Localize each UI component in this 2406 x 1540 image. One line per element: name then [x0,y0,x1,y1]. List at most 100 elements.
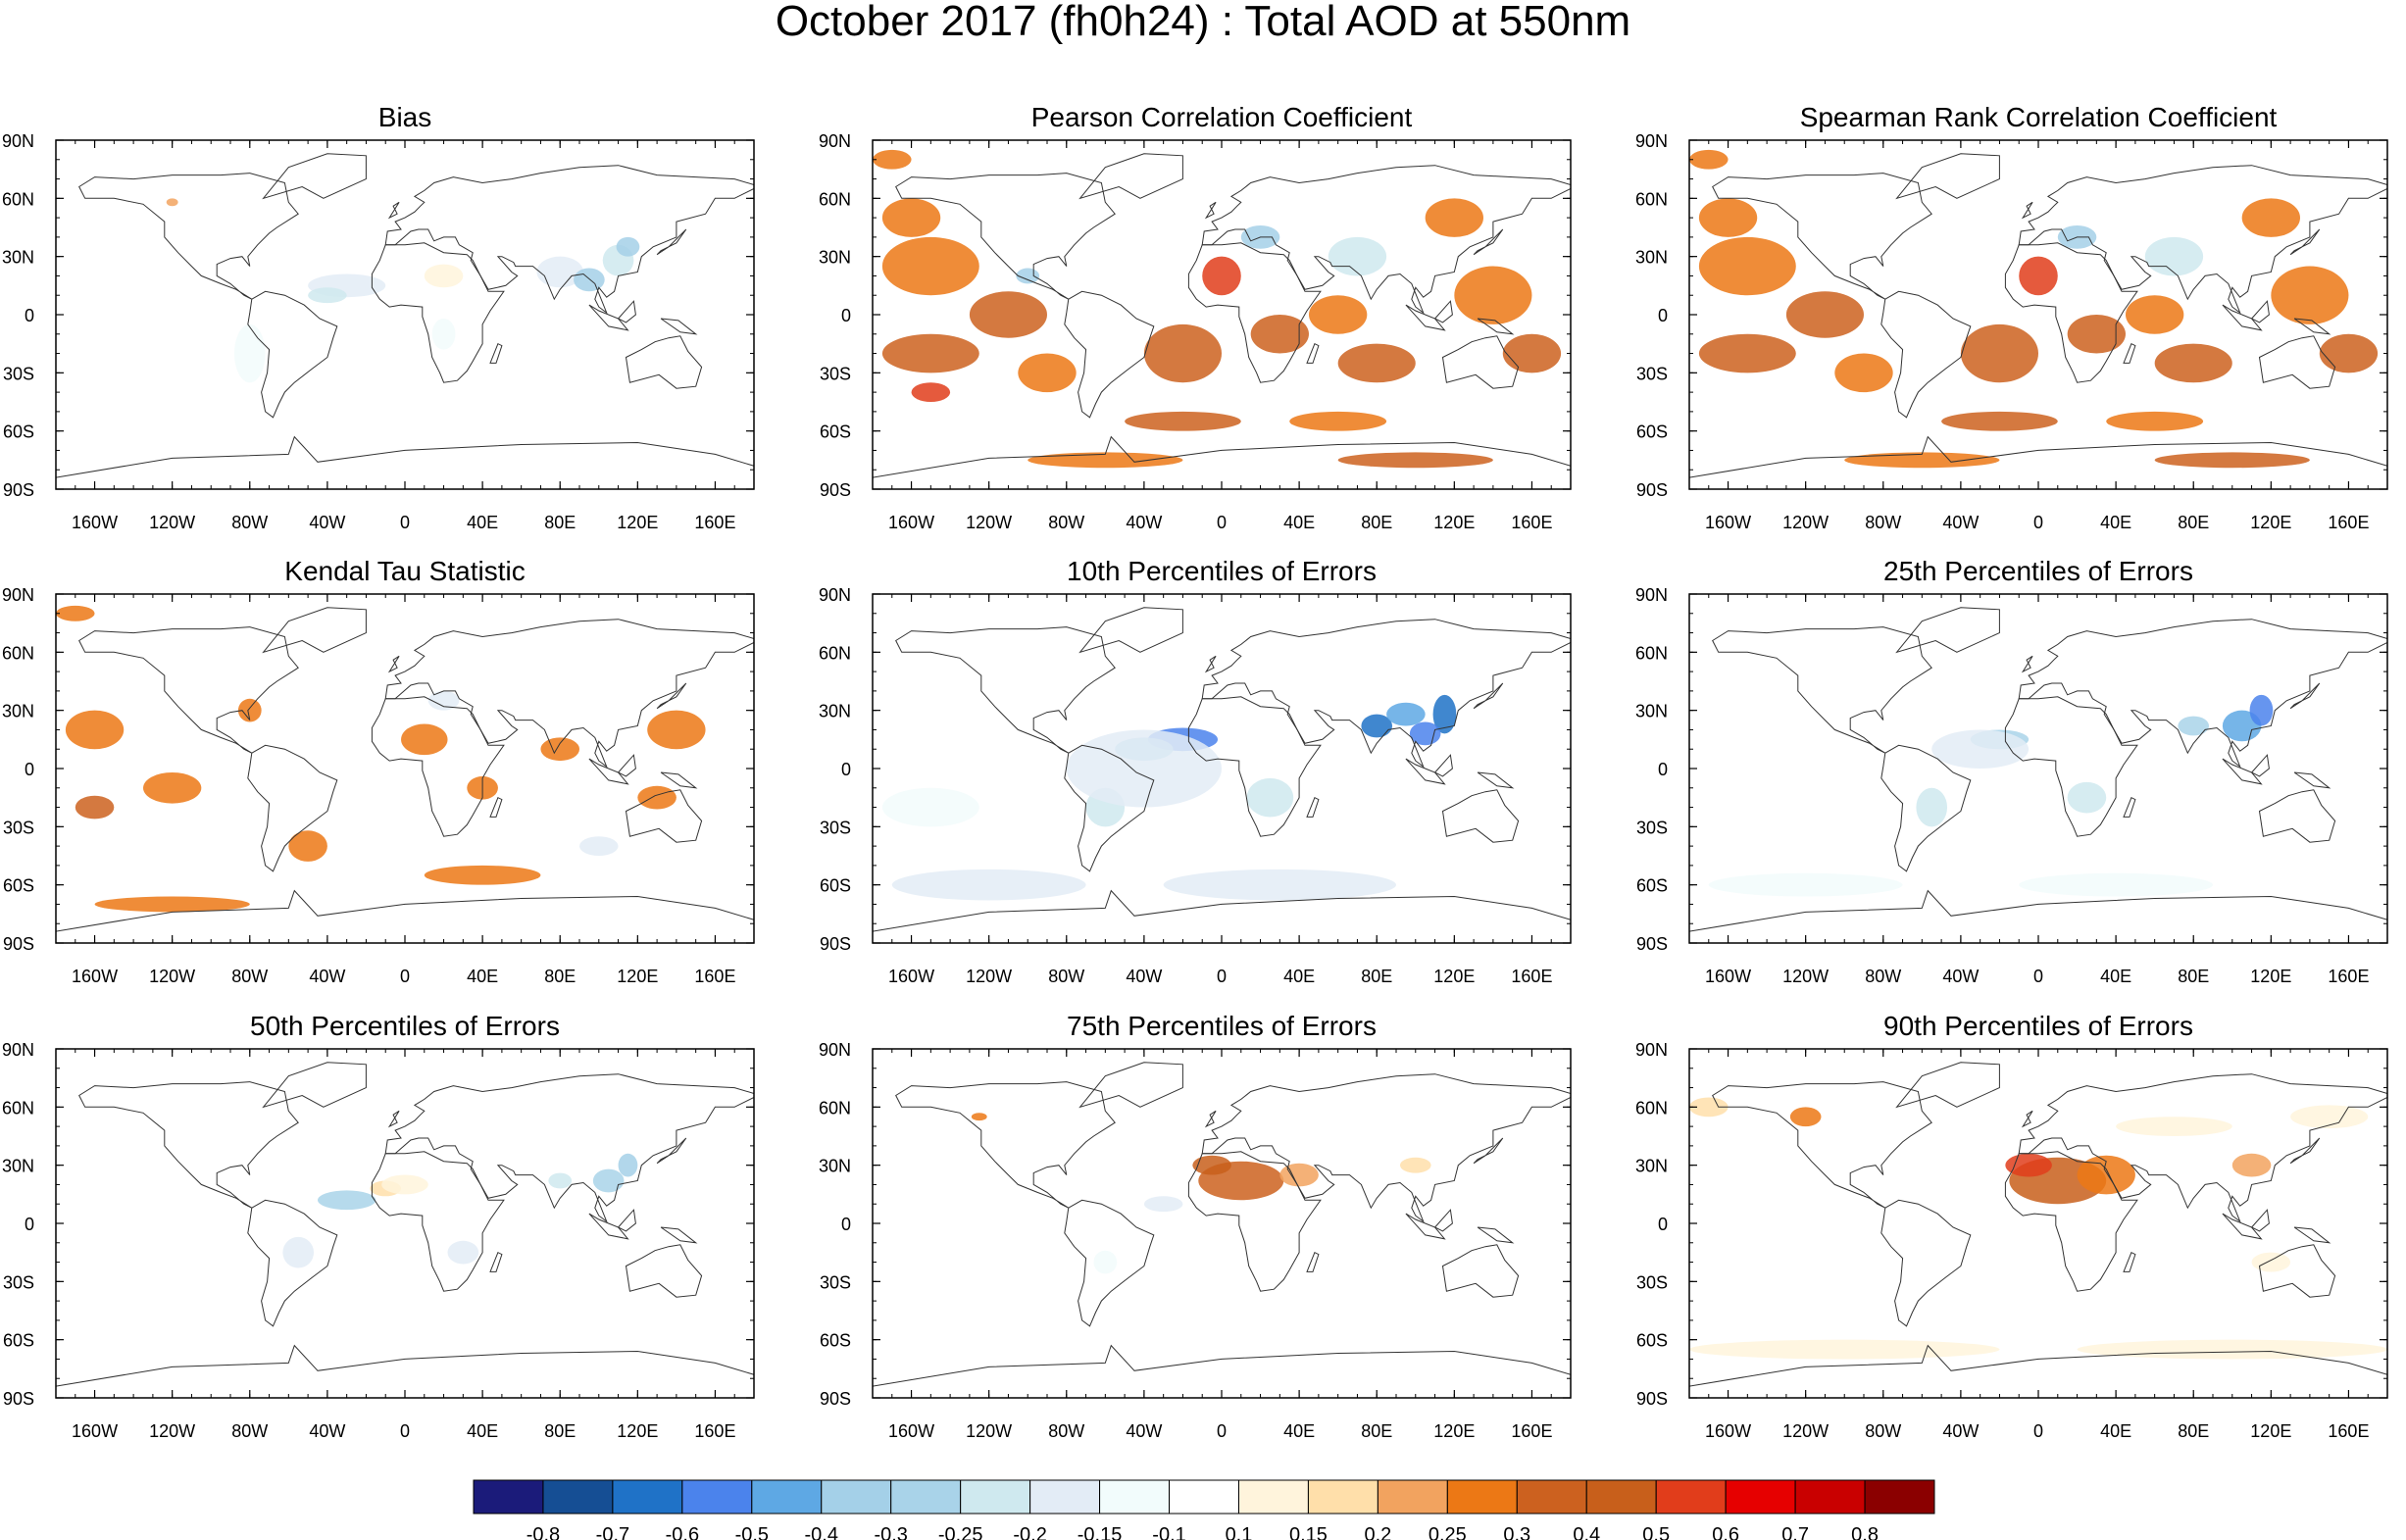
coastline [625,335,703,389]
panel-p75: 75th Percentiles of Errors 90N 60N 30N 0 30S 6… [819,1011,1572,1441]
coastline [262,153,367,200]
field-patch [2019,256,2058,296]
coastline [656,682,687,710]
lat-tick-label: 60N [819,189,851,209]
field-patch [1454,266,1532,324]
lat-tick-label: 30S [1636,818,1668,837]
field-patch [2178,716,2210,736]
field-patch [881,236,979,296]
lon-tick-label: 120W [966,1421,1012,1441]
lon-tick-label: 40E [467,513,498,532]
panel-p90: 90th Percentiles of Errors 90N 60N 30N 0 30S 6… [1635,1011,2388,1441]
lat-tick-label: 90N [819,131,851,151]
coastline [2123,1252,2136,1272]
coastline [1078,607,1183,654]
panel-title: Pearson Correlation Coefficient [1031,102,1413,132]
lat-tick-label: 60N [819,643,851,663]
field-patch [1502,333,1562,373]
map-body [56,594,754,943]
lat-tick-label: 90S [3,1389,34,1409]
field-patch [1337,343,1416,383]
field-patch [881,787,979,827]
lat-tick-label: 0 [25,306,34,325]
field-patch [1192,1155,1231,1175]
coastline [1306,1252,1320,1272]
lat-tick-label: 60S [1636,422,1668,442]
lon-tick-label: 40W [1126,513,1162,532]
lon-tick-label: 40W [1942,967,1979,986]
panel-title: Kendal Tau Statistic [284,556,525,586]
lat-tick-label: 0 [1658,760,1668,779]
lat-tick-label: 90N [819,1040,851,1060]
lat-tick-label: 90S [1636,934,1668,954]
lat-tick-label: 60S [820,876,851,896]
field-patch [1785,291,1864,338]
lat-tick-label: 60N [1635,189,1668,209]
lon-tick-label: 40E [2100,967,2131,986]
coastline [1712,1081,1932,1209]
lat-tick-label: 90N [1635,585,1668,605]
lat-tick-label: 60S [820,422,851,442]
lat-tick-label: 90S [3,480,34,500]
lon-tick-label: 160E [694,1421,735,1441]
coastline [625,789,703,843]
map-body [1689,1049,2387,1398]
map-body [1689,140,2387,489]
coastline [247,290,338,419]
coastline [2258,789,2336,843]
colorbar-swatch [542,1479,614,1515]
lat-tick-label: 30N [819,248,851,268]
field-patch [1386,702,1426,726]
colorbar-swatch [821,1479,892,1515]
coastline [588,1213,629,1240]
field-patch [911,382,951,402]
lon-tick-label: 120E [617,513,658,532]
lon-tick-label: 160W [72,967,118,986]
lat-tick-label: 90N [2,585,34,605]
colorbar-label: 0.7 [1781,1524,1809,1540]
field-patch [2251,1252,2291,1272]
coastline [2004,1151,2138,1292]
coastline [56,889,754,943]
coastline [1433,754,1453,777]
figure-title: October 2017 (fh0h24) : Total AOD at 550… [775,0,1631,45]
lat-tick-label: 90S [820,1389,851,1409]
lon-tick-label: 80E [1361,513,1392,532]
field-patch [2005,1153,2052,1177]
lon-tick-label: 120E [617,967,658,986]
coastline [1187,1151,1322,1292]
lon-tick-label: 120W [1782,1421,1829,1441]
coastline [2258,1244,2336,1298]
lon-tick-label: 0 [1217,967,1227,986]
coastline [588,304,629,331]
field-patch [431,318,456,350]
coastline [78,626,299,754]
field-patch [2290,1105,2369,1129]
lon-tick-label: 160E [2328,967,2369,986]
lat-tick-label: 0 [25,760,34,779]
field-patch [1309,295,1368,334]
lat-tick-label: 30S [1636,1272,1668,1292]
coastline [1895,153,2000,200]
coastline [371,696,505,837]
field-patch [2319,333,2379,373]
lon-tick-label: 0 [400,967,410,986]
lon-tick-label: 80W [1865,1421,1901,1441]
field-patch [873,149,912,170]
lon-tick-label: 80W [231,513,268,532]
lat-tick-label: 30S [820,1272,851,1292]
lon-tick-label: 120E [1433,967,1475,986]
coastline [2021,655,2033,673]
lon-tick-label: 80E [2178,513,2209,532]
lat-tick-label: 90N [2,131,34,151]
panel-title: 10th Percentiles of Errors [1067,556,1377,586]
map-body [1689,594,2387,943]
lat-tick-label: 90N [2,1040,34,1060]
coastline [1201,619,1571,769]
coastline [2222,1213,2263,1240]
lon-tick-label: 160W [888,967,934,986]
lat-tick-label: 90S [1636,1389,1668,1409]
coastline [1441,335,1520,389]
colorbar-swatch [1864,1479,1935,1515]
